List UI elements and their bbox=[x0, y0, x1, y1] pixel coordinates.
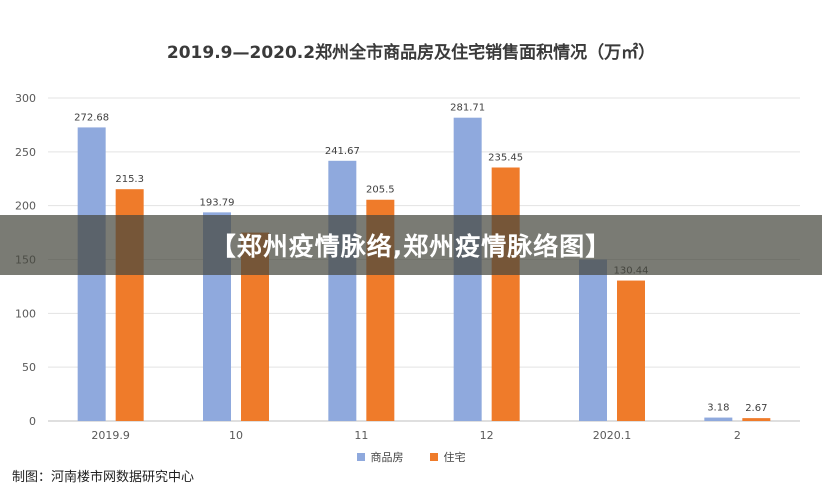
data-label: 3.18 bbox=[707, 403, 729, 414]
bar-series-1 bbox=[579, 259, 607, 421]
data-label: 241.67 bbox=[325, 146, 360, 157]
data-label: 235.45 bbox=[488, 152, 523, 163]
legend-swatch-series-2 bbox=[429, 453, 438, 461]
legend-swatch-series-1 bbox=[356, 453, 365, 461]
x-tick-label: 2020.1 bbox=[593, 429, 632, 442]
y-tick-label: 300 bbox=[15, 92, 36, 105]
y-tick-label: 250 bbox=[15, 146, 36, 159]
data-label: 281.71 bbox=[450, 103, 485, 114]
y-tick-label: 0 bbox=[29, 415, 36, 428]
data-label: 215.3 bbox=[115, 174, 144, 185]
bar-series-2 bbox=[491, 167, 520, 421]
legend: 商品房 住宅 bbox=[0, 449, 822, 465]
data-label: 193.79 bbox=[200, 197, 235, 208]
legend-label-series-2: 住宅 bbox=[443, 451, 466, 464]
bar-series-1 bbox=[704, 417, 733, 421]
y-tick-label: 100 bbox=[15, 307, 36, 320]
bar-series-1 bbox=[328, 160, 357, 421]
y-tick-label: 200 bbox=[15, 200, 36, 213]
legend-item-series-1: 商品房 bbox=[356, 449, 404, 465]
chart-credit: 制图：河南楼市网数据研究中心 bbox=[12, 470, 195, 485]
data-label: 2.67 bbox=[745, 403, 767, 414]
chart-title: 2019.9—2020.2郑州全市商品房及住宅销售面积情况（万㎡） bbox=[166, 43, 656, 63]
legend-item-series-2: 住宅 bbox=[429, 449, 466, 465]
x-tick-label: 2019.9 bbox=[91, 429, 130, 442]
bar-series-2 bbox=[742, 418, 771, 421]
x-tick-label: 2 bbox=[734, 429, 741, 442]
data-label: 205.5 bbox=[366, 185, 395, 196]
overlay-banner: 【郑州疫情脉络,郑州疫情脉络图】 bbox=[0, 215, 822, 275]
x-tick-label: 12 bbox=[480, 429, 494, 442]
data-label: 272.68 bbox=[74, 112, 109, 123]
x-tick-label: 11 bbox=[354, 429, 368, 442]
y-tick-label: 50 bbox=[22, 361, 36, 374]
bar-series-2 bbox=[617, 280, 645, 421]
legend-label-series-1: 商品房 bbox=[370, 451, 404, 464]
x-tick-label: 10 bbox=[229, 429, 243, 442]
